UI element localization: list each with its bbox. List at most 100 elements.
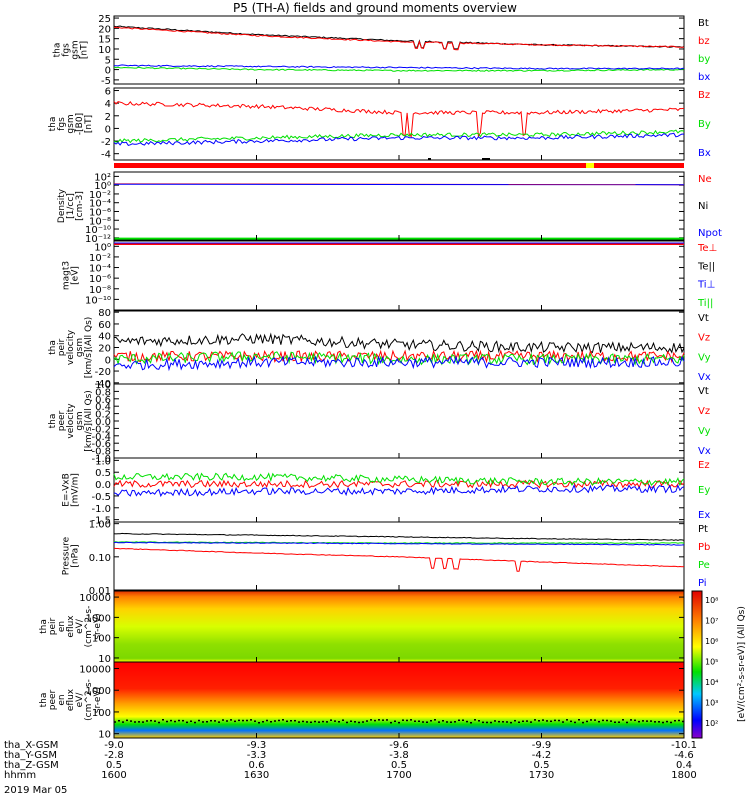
- spectrogram-mark: [278, 719, 280, 722]
- spectrogram-mark: [518, 721, 520, 724]
- spectrogram-mark: [202, 721, 204, 723]
- spectrogram-mark: [506, 721, 508, 723]
- spectrogram-mark: [230, 719, 232, 721]
- panel-frame: [113, 521, 685, 591]
- spectrogram-mark: [242, 719, 244, 722]
- panel-peer-vel: 1.00.80.60.40.20.0-0.2-0.4-0.6-0.8-1.0th…: [48, 380, 711, 465]
- spectrogram-mark: [658, 721, 660, 723]
- page-title: P5 (TH-A) fields and ground moments over…: [233, 1, 517, 15]
- spectrogram-mark: [494, 720, 496, 722]
- spectrogram-mark: [274, 720, 276, 722]
- colorbar-tick-label: 10³: [705, 699, 718, 708]
- y-tick-label: 0.0: [95, 417, 111, 428]
- spectrogram-mark: [602, 719, 604, 722]
- y-tick-label: 10⁻²: [89, 253, 111, 264]
- x-tick-label: -10.1: [671, 740, 697, 751]
- spectrogram-mark: [442, 720, 444, 722]
- spectrogram-mark: [322, 720, 324, 723]
- y-axis-label: tha fgs gsm -[B0] [nT]: [48, 113, 94, 135]
- y-axis-label: tha peir en eflux eV/(cm^2-s-sr-eV): [39, 606, 103, 648]
- legend-Te⊥: Te⊥: [697, 243, 717, 254]
- spectrogram-mark: [626, 721, 628, 724]
- spectrogram-mark: [390, 721, 392, 724]
- spectrogram-mark: [598, 720, 600, 723]
- legend-Vz: Vz: [698, 333, 710, 344]
- y-axis-label-line: peir: [48, 617, 58, 635]
- y-tick-label: 6: [105, 87, 111, 98]
- spectrogram-mark: [306, 721, 308, 723]
- spectrogram-mark: [670, 721, 672, 724]
- y-tick-label: 10⁻⁶: [89, 207, 111, 218]
- x-tick-label: 1730: [529, 770, 554, 781]
- panel-peer-en: 10000 1000 100 10 tha peer en eflux eV/(cm^2-s-s…: [39, 661, 685, 741]
- spectrogram-mark: [622, 719, 624, 721]
- y-axis-label-line: tha: [39, 693, 49, 708]
- colorbar-tick-label: 10⁵: [705, 658, 718, 667]
- spectrogram-mark: [610, 720, 612, 722]
- y-tick-label: 0: [105, 66, 111, 77]
- spectrogram-mark: [682, 720, 684, 723]
- x-row-label: hhmm: [4, 770, 36, 781]
- y-axis-label-line: eflux: [66, 688, 76, 711]
- spectrogram-mark: [250, 719, 252, 721]
- spectrogram-mark: [218, 721, 220, 723]
- y-axis-label-line: magt3: [62, 261, 72, 290]
- y-tick-label: 1.00: [89, 520, 111, 531]
- y-tick-label: 0.5: [95, 468, 111, 479]
- spectrogram-mark: [114, 721, 116, 723]
- x-row-label: tha_Z-GSM: [4, 760, 59, 771]
- x-tick-label: 0.5: [391, 760, 407, 771]
- y-axis-label-line: [km/s](All Qs): [84, 390, 94, 452]
- spectrogram-mark: [578, 719, 580, 721]
- legend-Vx: Vx: [698, 372, 711, 383]
- x-tick-label: 0.4: [676, 760, 692, 771]
- x-tick-label: 1600: [101, 770, 126, 781]
- y-axis-label-line: (cm^2-s-: [84, 679, 94, 721]
- spectrogram-mark: [394, 720, 396, 723]
- y-tick-label: 15: [98, 35, 111, 46]
- spectrogram-mark: [426, 721, 428, 723]
- y-tick-label: 100: [92, 708, 111, 719]
- y-tick-label: 10⁰: [94, 181, 111, 192]
- panel-density: 10²10⁰10⁻²10⁻⁴10⁻⁶10⁻⁸10⁻¹⁰10⁻¹²Density[…: [57, 171, 722, 245]
- mode-mark: [428, 158, 431, 160]
- y-tick-label: -2: [101, 137, 111, 148]
- spectrogram-mark: [642, 720, 644, 722]
- y-tick-label: -1.5: [91, 516, 111, 527]
- spectrogram-mark: [350, 720, 352, 722]
- legend-Vy: Vy: [698, 426, 711, 437]
- spectrogram-mark: [582, 721, 584, 724]
- y-tick-label: 25: [98, 14, 111, 25]
- y-tick-label: 0.0: [95, 480, 111, 491]
- x-tick-label: 1800: [671, 770, 696, 781]
- legend-Vz: Vz: [698, 406, 710, 417]
- y-axis-label-line: fgs: [62, 43, 72, 57]
- spectrogram-mark: [470, 721, 472, 724]
- y-tick-label: 10000: [79, 665, 111, 676]
- series-bz: [113, 26, 685, 51]
- colorbar-tick-label: 10⁴: [705, 678, 718, 687]
- y-tick-label: -40: [95, 379, 111, 390]
- panel-fgs-fac: 64 20 -2 -4 tha fgs gsm -[B0] [nT] Bz By Bx: [48, 87, 711, 161]
- x-tick-label: 1700: [386, 770, 411, 781]
- y-axis-label: magt3 [eV]: [62, 261, 81, 290]
- spectrogram-mark: [154, 720, 156, 722]
- spectrogram-mark: [482, 721, 484, 724]
- spectrogram-mark: [190, 720, 192, 722]
- spectrogram-mark: [558, 719, 560, 722]
- spectrogram-mark: [430, 720, 432, 722]
- y-tick-label: 1000: [86, 686, 111, 697]
- y-tick-label: 10⁻¹²: [85, 234, 111, 245]
- spectrogram-mark: [630, 719, 632, 721]
- y-tick-label: 0.01: [89, 586, 111, 597]
- y-axis-label-line: en: [57, 621, 67, 632]
- spectrogram-mark: [122, 721, 124, 723]
- spectrogram-mark: [238, 719, 240, 722]
- y-tick-label: 60: [98, 320, 111, 331]
- spectrogram-mark: [666, 720, 668, 723]
- series-Vy: [113, 351, 685, 367]
- spectrogram-mark: [170, 719, 172, 722]
- y-tick-label: 1.0: [95, 380, 111, 391]
